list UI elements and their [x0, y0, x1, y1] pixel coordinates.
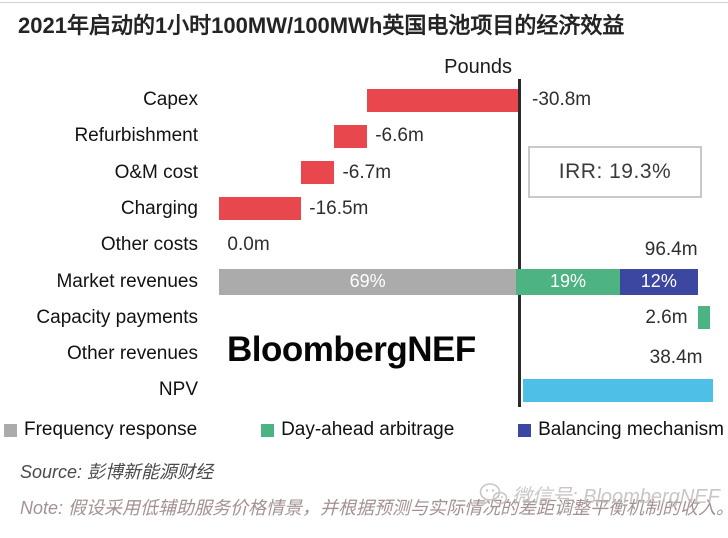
value-label: -6.6m [375, 125, 424, 147]
category-label: O&M cost [114, 161, 198, 183]
chart-row-npv: NPV 38.4m [0, 347, 728, 408]
top-divider [0, 2, 728, 3]
irr-box: IRR: 19.3% [528, 146, 702, 198]
bar-area: 69% 19% 12% 96.4m [205, 239, 728, 300]
category-label: Capacity payments [36, 306, 198, 328]
legend-item-day-ahead-arbitrage: Day-ahead arbitrage [261, 419, 454, 441]
waterfall-chart: Capex -30.8m Refurbishment -6.6m O&M cost -6.… [36, 79, 728, 409]
bar-capex [367, 88, 518, 112]
wechat-watermark: 微信号: BloombergNEF [478, 480, 720, 509]
category-label: Other revenues [67, 343, 198, 365]
value-label: 0.0m [227, 234, 270, 256]
chart-row-other-revenues: Other revenues [0, 336, 728, 372]
category-label: Other costs [100, 234, 198, 256]
chart-row-charging: Charging -16.5m [0, 191, 728, 227]
bar-o-m-cost [301, 161, 335, 185]
balancing-mechanism-swatch-icon [518, 423, 532, 437]
axis-unit-label: Pounds [444, 56, 512, 78]
y-axis-line [518, 79, 521, 407]
category-label: NPV [158, 379, 198, 401]
frequency-response-swatch-icon [4, 423, 17, 437]
chart-row-capex: Capex -30.8m [0, 82, 728, 118]
value-label: -6.7m [342, 161, 392, 183]
bar-area: 0.0m [205, 227, 728, 263]
segment-balancing-mechanism: 12% [620, 268, 698, 295]
category-label: Market revenues [56, 270, 198, 292]
bar-area: 38.4m [205, 347, 728, 408]
segment-frequency-response: 69% [219, 268, 516, 295]
legend-label: Day-ahead arbitrage [281, 419, 455, 440]
segment-day-ahead-arbitrage: 19% [515, 268, 621, 295]
bar-area: -16.5m [205, 191, 728, 227]
segment-percent-label: 69% [349, 271, 386, 291]
value-label: -30.8m [532, 89, 592, 110]
chart-row-market-revenues: Market revenues 69% 19% 12% 96.4m [0, 239, 728, 300]
category-label: Refurbishment [74, 125, 198, 147]
value-label: 96.4m [644, 238, 698, 260]
bloombergnef-watermark: BloombergNEF [227, 330, 476, 369]
legend-label: Frequency response [24, 419, 198, 440]
irr-value: IRR: 19.3% [558, 160, 672, 183]
chart-row-o-m-cost: O&M cost -6.7m [0, 155, 728, 191]
bar-area: 2.6m [205, 300, 728, 336]
bar-area: -6.6m [205, 118, 728, 154]
segment-percent-label: 12% [640, 271, 677, 291]
legend-item-frequency-response: Frequency response [4, 419, 197, 441]
chart-row-refurbishment: Refurbishment -6.6m [0, 118, 728, 154]
day-ahead-arbitrage-swatch-icon [261, 423, 275, 437]
chart-row-capacity-payments: Capacity payments 2.6m [0, 300, 728, 336]
value-label: 38.4m [649, 347, 703, 369]
category-label: Capex [143, 89, 198, 110]
source-text: Source: 彭博新能源财经 [20, 462, 214, 482]
bar-npv [523, 378, 714, 402]
wechat-watermark-text: 微信号: BloombergNEF [512, 486, 720, 508]
legend: Frequency response Day-ahead arbitrage B… [4, 414, 724, 446]
note-text: Note: 假设采用低辅助服务价格情景，并根据预测与实际情况的差距调整平衡机制的… [20, 498, 728, 518]
bar-area: -6.7m [205, 155, 728, 191]
legend-item-balancing-mechanism: Balancing mechanism [518, 419, 724, 441]
value-label: -16.5m [309, 197, 369, 219]
category-label: Charging [120, 197, 198, 219]
bar-charging [219, 197, 302, 221]
segment-percent-label: 19% [549, 271, 586, 291]
legend-label: Balancing mechanism [538, 419, 724, 440]
chart-row-other-costs: Other costs 0.0m [0, 227, 728, 263]
value-label: 2.6m [645, 306, 688, 328]
bar-market-revenues-stacked: 69% 19% 12% [219, 268, 698, 295]
page-title: 2021年启动的1小时100MW/100MWh英国电池项目的经济效益 [18, 13, 625, 38]
bar-refurbishment [334, 124, 368, 148]
bar-capacity-payments [697, 306, 711, 330]
bar-area: -30.8m [205, 82, 728, 118]
wechat-icon [479, 482, 508, 506]
